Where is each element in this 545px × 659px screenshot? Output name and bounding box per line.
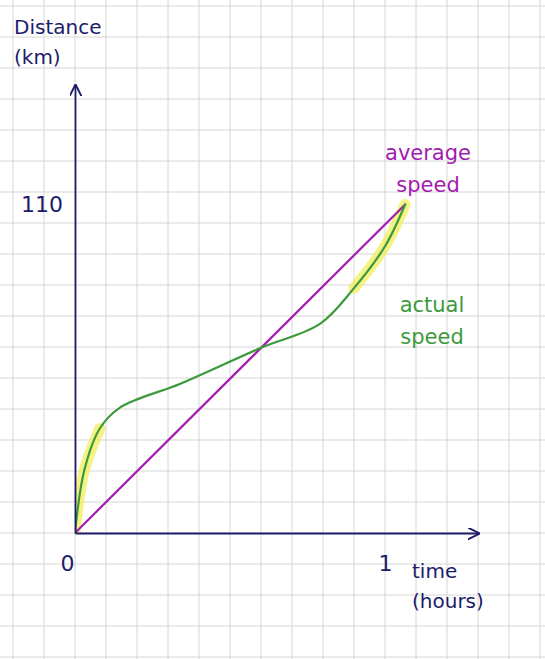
- tick-label: 110: [21, 192, 63, 217]
- paper-line: [0, 378, 545, 379]
- x-axis-title: time(hours): [412, 559, 484, 613]
- paper-line: [0, 440, 545, 441]
- paper-line: [0, 409, 545, 410]
- paper-line: [0, 564, 545, 565]
- series-label: actualspeed: [400, 293, 465, 349]
- paper-line: [0, 533, 545, 534]
- paper-line: [0, 657, 545, 658]
- paper-line: [0, 6, 545, 7]
- paper-line: [0, 254, 545, 255]
- axis-line: [76, 533, 479, 535]
- chart: 0 1 110 Distance(km) time(hours) averagespeed…: [0, 0, 545, 659]
- y-axis-title: Distance(km): [14, 15, 101, 69]
- paper-line: [0, 68, 545, 69]
- y-axis: 110: [21, 86, 76, 534]
- axis-line: [75, 86, 77, 534]
- series-line: [75, 204, 405, 533]
- tick: 1: [379, 533, 393, 576]
- paper-line: [0, 626, 545, 627]
- tick: 110: [21, 192, 75, 217]
- graph-paper: [0, 0, 545, 659]
- paper-line: [0, 285, 545, 286]
- series-label: averagespeed: [385, 141, 471, 197]
- tick-label: 0: [61, 551, 75, 576]
- paper-line: [0, 99, 545, 100]
- paper-line: [0, 130, 545, 131]
- paper-line: [0, 192, 545, 193]
- series-line: [75, 204, 405, 533]
- highlight: [75, 428, 100, 533]
- paper-line: [0, 223, 545, 224]
- paper-line: [75, 0, 76, 659]
- plot-area: [75, 204, 405, 533]
- tick: 0: [61, 533, 76, 576]
- tick-label: 1: [379, 551, 393, 576]
